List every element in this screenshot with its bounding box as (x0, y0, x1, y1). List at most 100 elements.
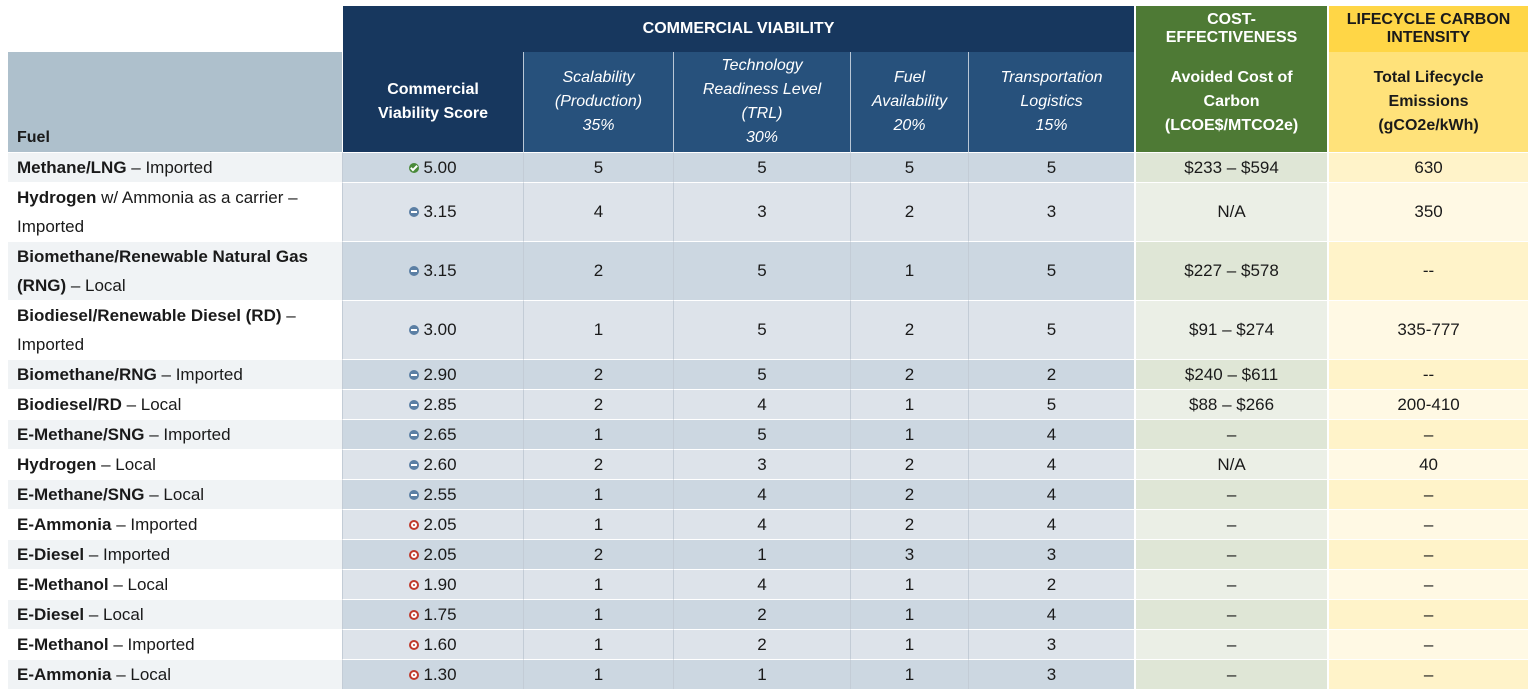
score-value: 1.90 (423, 574, 457, 594)
fuel-cell: Hydrogen w/ Ammonia as a carrier – Impor… (8, 182, 342, 241)
x-circle-icon (409, 639, 420, 650)
scalability-cell: 1 (523, 599, 673, 629)
fuel-source: – Local (144, 485, 205, 504)
logistics-cell: 3 (968, 182, 1135, 241)
trl-column-header: Technology Readiness Level (TRL) 30% (673, 52, 850, 152)
availability-cell: 5 (850, 152, 968, 182)
minus-circle-icon (409, 369, 420, 380)
scalability-cell: 2 (523, 241, 673, 300)
avoided-cost-cell: N/A (1134, 449, 1328, 479)
scalability-cell: 1 (523, 419, 673, 449)
score-value: 2.65 (423, 424, 457, 444)
logistics-cell: 5 (968, 241, 1135, 300)
emissions-cell: 335-777 (1327, 300, 1529, 359)
availability-cell: 2 (850, 479, 968, 509)
logistics-cell: 2 (968, 569, 1135, 599)
trl-cell: 4 (673, 569, 850, 599)
scalability-cell: 2 (523, 449, 673, 479)
fuel-source: – Imported (111, 515, 198, 534)
fuel-source: – Imported (144, 425, 231, 444)
fuel-cell: Methane/LNG – Imported (8, 152, 342, 182)
scalability-cell: 1 (523, 659, 673, 689)
trl-cell: 5 (673, 419, 850, 449)
score-value: 3.00 (423, 320, 457, 339)
avoided-cost-cell: $88 – $266 (1134, 389, 1328, 419)
fuel-name: Biomethane/RNG (17, 365, 157, 384)
score-cell: 1.60 (342, 629, 523, 659)
score-cell: 2.05 (342, 539, 523, 569)
fuel-name: E-Methane/SNG (17, 485, 145, 504)
scalability-cell: 2 (523, 539, 673, 569)
table-body: Methane/LNG – Imported 5.00 5 5 5 5 $233 – $59… (8, 152, 1529, 689)
table-row: E-Diesel – Local 1.75 1 2 1 4– – (8, 599, 1529, 629)
minus-circle-icon (409, 459, 420, 470)
scalability-cell: 1 (523, 479, 673, 509)
column-header-row: Fuel Commercial Viability Score Scalabil… (8, 52, 1529, 152)
availability-cell: 1 (850, 419, 968, 449)
availability-cell: 1 (850, 659, 968, 689)
avoided-cost-cell: $233 – $594 (1134, 152, 1328, 182)
table-row: E-Diesel – Imported 2.05 2 1 3 3– – (8, 539, 1529, 569)
score-cell: 1.75 (342, 599, 523, 629)
avoided-cost-cell: $240 – $611 (1134, 359, 1328, 389)
x-circle-icon (409, 669, 420, 680)
x-circle-icon (409, 609, 420, 620)
availability-cell: 2 (850, 359, 968, 389)
fuel-name: E-Diesel (17, 605, 85, 624)
fuel-source: w/ Ammonia as a carrier – Imported (17, 188, 298, 236)
check-circle-icon (409, 162, 420, 173)
score-value: 1.60 (423, 634, 457, 654)
logistics-cell: 3 (968, 659, 1135, 689)
logistics-cell: 5 (968, 152, 1135, 182)
score-cell: 3.15 (342, 241, 523, 300)
commercial-viability-group-header: COMMERCIAL VIABILITY (342, 6, 1135, 52)
fuel-source: – Local (66, 276, 126, 295)
minus-circle-icon (409, 266, 420, 276)
trl-cell: 4 (673, 479, 850, 509)
scalability-cell: 4 (523, 182, 673, 241)
fuel-cell: E-Methanol – Local (8, 569, 342, 599)
emissions-cell: – (1327, 509, 1529, 539)
minus-circle-icon (409, 399, 420, 410)
fuel-name: Biodiesel/Renewable Diesel (RD) (17, 306, 282, 325)
fuel-source: – Imported (156, 365, 243, 384)
minus-circle-icon (409, 207, 420, 217)
lifecycle-carbon-group-header: LIFECYCLE CARBON INTENSITY (1327, 6, 1529, 52)
fuel-source: – Imported (17, 306, 296, 354)
fuel-name: E-Ammonia (17, 515, 112, 534)
availability-cell: 1 (850, 241, 968, 300)
avoided-cost-cell: – (1134, 539, 1328, 569)
logistics-column-header: Transportation Logistics 15% (968, 52, 1135, 152)
table-row: Biomethane/RNG – Imported 2.90 2 5 2 2 $240 – … (8, 359, 1529, 389)
fuel-cell: E-Diesel – Local (8, 599, 342, 629)
fuel-name: Methane/LNG (17, 158, 127, 177)
x-circle-icon (409, 549, 420, 560)
emissions-cell: 40 (1327, 449, 1529, 479)
score-value: 2.60 (423, 454, 457, 474)
trl-cell: 1 (673, 539, 850, 569)
scalability-cell: 1 (523, 569, 673, 599)
scalability-cell: 5 (523, 152, 673, 182)
emissions-cell: – (1327, 599, 1529, 629)
logistics-cell: 4 (968, 599, 1135, 629)
fuel-name: E-Methanol (17, 575, 109, 594)
availability-cell: 1 (850, 569, 968, 599)
avoided-cost-cell: $227 – $578 (1134, 241, 1328, 300)
score-value: 2.90 (423, 364, 457, 384)
avoided-cost-cell: – (1134, 599, 1328, 629)
avoided-cost-column-header: Avoided Cost of Carbon (LCOE$/MTCO2e) (1134, 52, 1328, 152)
score-cell: 2.90 (342, 359, 523, 389)
score-cell: 3.00 (342, 300, 523, 359)
fuel-source: – Local (121, 395, 182, 414)
trl-cell: 2 (673, 629, 850, 659)
fuel-name: Biomethane/Renewable Natural Gas (RNG) (17, 247, 308, 295)
avoided-cost-cell: – (1134, 629, 1328, 659)
fuel-source: – Imported (108, 635, 195, 654)
emissions-cell: 350 (1327, 182, 1529, 241)
fuel-source: – Imported (126, 158, 213, 177)
score-cell: 2.60 (342, 449, 523, 479)
score-value: 2.05 (423, 544, 457, 564)
fuel-cell: Biomethane/RNG – Imported (8, 359, 342, 389)
score-cell: 2.05 (342, 509, 523, 539)
fuel-name: E-Methane/SNG (17, 425, 145, 444)
